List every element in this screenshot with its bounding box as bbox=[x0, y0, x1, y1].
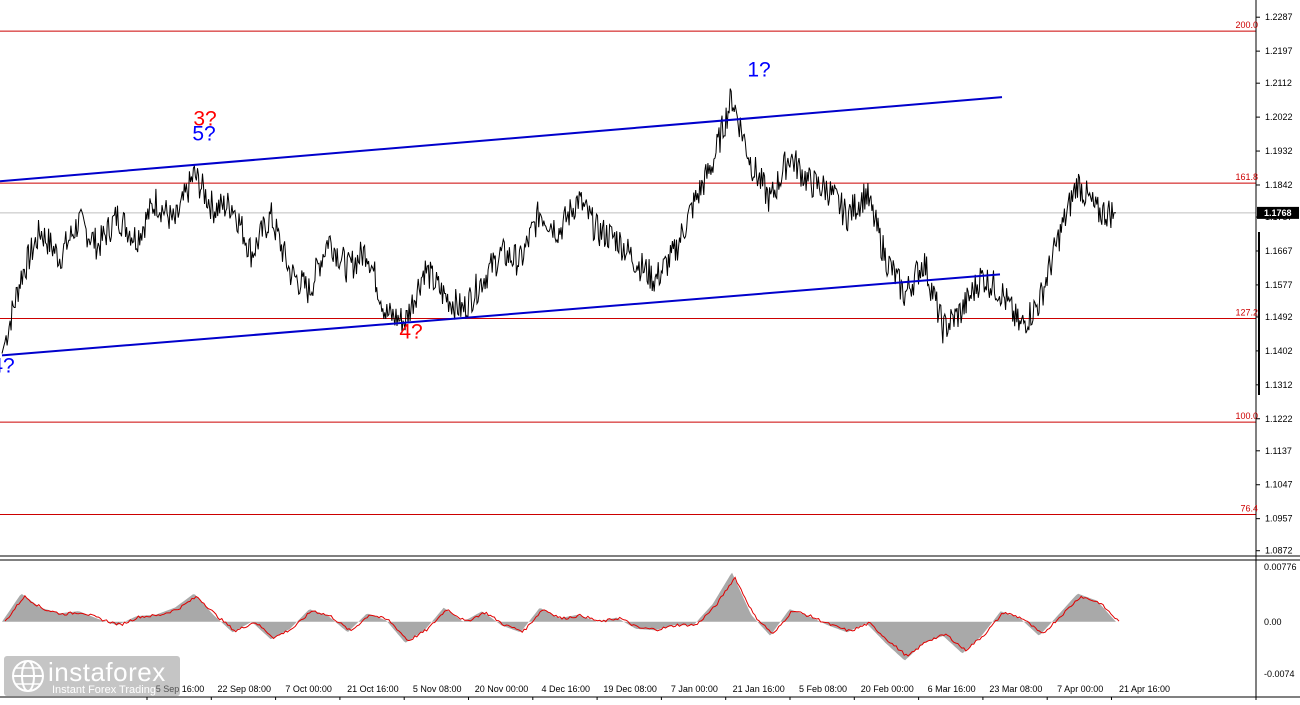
price-axis-tick-label: 1.1137 bbox=[1265, 446, 1292, 456]
oscillator-plot-area bbox=[2, 572, 1120, 661]
wave-label: 1? bbox=[747, 58, 770, 81]
price-axis-tick-label: 1.0957 bbox=[1265, 514, 1293, 524]
watermark-tagline: Instant Forex Trading bbox=[52, 684, 156, 696]
time-axis-tick-label: 7 Jan 00:00 bbox=[671, 684, 718, 694]
current-price-label: 1.1768 bbox=[1264, 208, 1292, 218]
time-axis-tick-label: 20 Nov 00:00 bbox=[475, 684, 529, 694]
price-axis-tick-label: 1.2112 bbox=[1265, 78, 1292, 88]
price-axis-tick-label: 1.1402 bbox=[1265, 346, 1293, 356]
chart-axes: 200.0 161.8 127.2 100.0 76.4 1.2287 1.2197 1.21… bbox=[146, 12, 1299, 700]
oscillator-axis-tick-label: -0.0074 bbox=[1264, 669, 1295, 679]
fib-level-label: 200.0 bbox=[1235, 20, 1258, 30]
time-axis-tick-label: 21 Apr 16:00 bbox=[1119, 684, 1170, 694]
time-axis-tick-label: 21 Jan 16:00 bbox=[733, 684, 785, 694]
price-axis-tick-label: 1.0872 bbox=[1265, 546, 1293, 556]
price-axis-tick-label: 1.1312 bbox=[1265, 380, 1293, 390]
price-axis-tick-label: 1.1577 bbox=[1265, 280, 1293, 290]
current-price-box bbox=[1257, 206, 1299, 219]
fib-level-label: 127.2 bbox=[1235, 307, 1258, 317]
price-series-line bbox=[1, 88, 1117, 354]
wave-label: 4? bbox=[399, 320, 422, 343]
price-axis-tick-label: 1.1932 bbox=[1265, 146, 1293, 156]
time-axis-tick-label: 22 Sep 08:00 bbox=[218, 684, 272, 694]
watermark-name: instaforex bbox=[48, 657, 166, 687]
time-axis-tick-label: 5 Nov 08:00 bbox=[413, 684, 462, 694]
fib-level-label: 100.0 bbox=[1235, 411, 1258, 421]
oscillator-axis-tick-label: 0.00776 bbox=[1264, 562, 1297, 572]
time-axis-tick-label: 7 Oct 00:00 bbox=[285, 684, 332, 694]
channel-line-lower bbox=[1, 273, 1001, 357]
main-plot-area: 3?5? 4? 1? 4? bbox=[0, 30, 1256, 516]
price-axis-tick-label: 1.1222 bbox=[1265, 414, 1293, 424]
price-axis-tick-label: 1.2197 bbox=[1265, 46, 1293, 56]
channel-line-upper bbox=[0, 96, 1003, 183]
price-axis-tick-label: 1.1492 bbox=[1265, 312, 1293, 322]
oscillator-signal-line bbox=[4, 576, 1120, 657]
oscillator-axis-tick-label: 0.00 bbox=[1264, 617, 1282, 627]
price-axis-tick-label: 1.2287 bbox=[1265, 12, 1293, 22]
time-axis-tick-label: 19 Dec 08:00 bbox=[603, 684, 657, 694]
watermark-logo: instaforex Instant Forex Trading bbox=[4, 656, 180, 696]
fib-level-label: 161.8 bbox=[1235, 172, 1258, 182]
globe-icon bbox=[12, 660, 44, 692]
time-axis-tick-label: 5 Sep 16:00 bbox=[156, 684, 205, 694]
price-axis-tick-label: 1.1842 bbox=[1265, 180, 1293, 190]
price-axis-tick-label: 1.2022 bbox=[1265, 112, 1293, 122]
wave-label: 4? bbox=[0, 354, 15, 377]
time-axis-tick-label: 5 Feb 08:00 bbox=[799, 684, 847, 694]
wave-label: 5? bbox=[192, 122, 215, 145]
fib-level-label: 76.4 bbox=[1240, 504, 1258, 514]
wave-label: 3? bbox=[193, 107, 216, 130]
price-axis-tick-label: 1.1667 bbox=[1265, 246, 1293, 256]
price-axis-tick-label: 1.1047 bbox=[1265, 480, 1293, 490]
time-axis-tick-label: 23 Mar 08:00 bbox=[989, 684, 1042, 694]
time-axis-tick-label: 4 Dec 16:00 bbox=[542, 684, 591, 694]
time-axis-tick-label: 7 Apr 00:00 bbox=[1057, 684, 1103, 694]
time-axis-tick-label: 20 Feb 00:00 bbox=[861, 684, 914, 694]
time-axis-tick-label: 6 Mar 16:00 bbox=[928, 684, 976, 694]
time-axis-tick-label: 21 Oct 16:00 bbox=[347, 684, 399, 694]
